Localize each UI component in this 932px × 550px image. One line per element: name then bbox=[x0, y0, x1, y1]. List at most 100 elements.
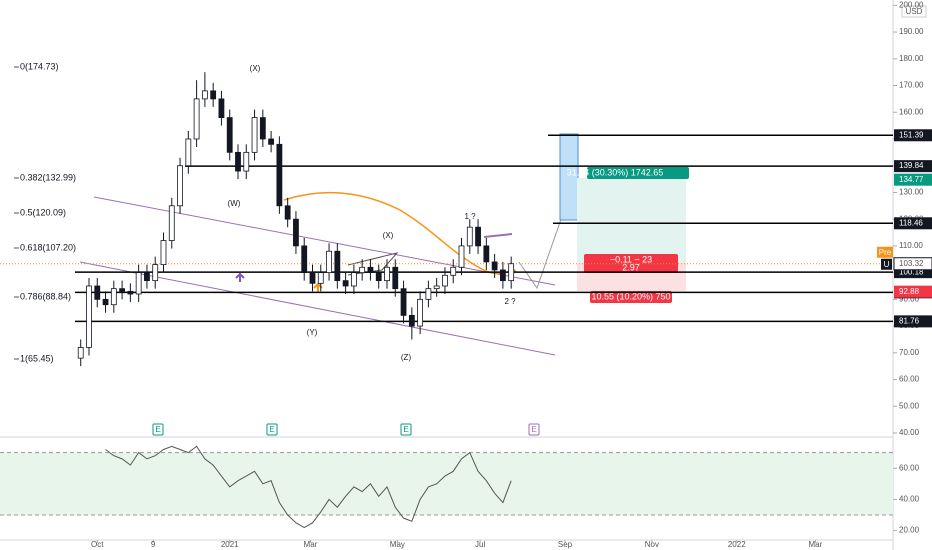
fib-label: 0(174.73) bbox=[20, 61, 59, 71]
candle-body bbox=[251, 117, 258, 153]
y-tick-label: 130.00 bbox=[899, 188, 924, 197]
candle-body bbox=[235, 151, 241, 172]
level-label: 151.39 bbox=[899, 130, 924, 139]
candle-body bbox=[110, 288, 117, 306]
x-tick-label: 2022 bbox=[728, 540, 746, 549]
level-label: 118.46 bbox=[899, 218, 923, 227]
candle-body bbox=[301, 245, 308, 274]
candle-body bbox=[334, 250, 341, 282]
y-tick-label: 90.00 bbox=[899, 294, 920, 303]
candle-body bbox=[177, 165, 183, 207]
candle-body bbox=[400, 288, 407, 316]
rsi-line bbox=[105, 445, 512, 529]
candle-body bbox=[342, 280, 349, 287]
candle-body bbox=[359, 266, 366, 274]
last-price-tag bbox=[893, 257, 932, 271]
candle-body bbox=[201, 90, 208, 100]
level-label: 139.84 bbox=[899, 161, 924, 170]
event-icon bbox=[152, 423, 164, 436]
profit-zone bbox=[577, 178, 686, 263]
event-label: E bbox=[269, 425, 274, 434]
candle-body bbox=[450, 266, 457, 276]
candle-body bbox=[408, 314, 415, 327]
y-tick-label: 110.00 bbox=[899, 241, 923, 250]
rsi-band bbox=[0, 452, 893, 516]
y-tick-label: 70.00 bbox=[899, 348, 920, 357]
price-tag-label: 92.88 bbox=[899, 287, 920, 296]
candle-body bbox=[425, 288, 432, 300]
candle-body bbox=[119, 288, 126, 292]
candle-body bbox=[210, 90, 217, 100]
candle-body bbox=[350, 272, 357, 287]
fib-label: 0.5(120.09) bbox=[20, 207, 66, 217]
candle-body bbox=[367, 266, 374, 274]
wave-label: (Y) bbox=[307, 328, 318, 337]
unit-badge-bg bbox=[881, 258, 892, 270]
candle-body bbox=[392, 266, 399, 290]
candle-body bbox=[86, 285, 92, 348]
y-tick-label: 160.00 bbox=[899, 107, 924, 116]
entry-sub-label: 2.97 bbox=[622, 262, 640, 272]
unit-badge: U bbox=[884, 260, 890, 269]
wave-label: 2 ? bbox=[504, 297, 516, 306]
arrow-icon bbox=[235, 272, 245, 282]
candle-body bbox=[168, 205, 175, 241]
price-tag bbox=[894, 285, 932, 298]
moving-average bbox=[283, 191, 507, 275]
target-label: 31.34 (30.30%) 1742.65 bbox=[567, 167, 664, 177]
candle-body bbox=[433, 285, 440, 290]
stop-label: 10.55 (10.20%) 750 bbox=[591, 291, 670, 301]
fib-label: 0.786(88.84) bbox=[20, 291, 71, 301]
level-label: 100.18 bbox=[899, 267, 924, 276]
y-tick-label: 60.00 bbox=[899, 375, 920, 384]
price-tag-label: 134.77 bbox=[899, 175, 924, 184]
x-tick-label: May bbox=[390, 540, 405, 549]
y-tick-label: 170.00 bbox=[899, 81, 924, 90]
x-tick-label: Mar bbox=[304, 540, 318, 549]
wave-label: (X) bbox=[250, 64, 261, 73]
trend-line bbox=[483, 233, 513, 238]
x-tick-label: 9 bbox=[151, 540, 156, 549]
rsi-tick-label: 60.00 bbox=[899, 463, 920, 472]
price-tag bbox=[894, 173, 932, 186]
candle-body bbox=[417, 298, 424, 327]
event-label: E bbox=[531, 425, 536, 434]
candle-body bbox=[77, 347, 84, 359]
measure-box bbox=[559, 133, 579, 221]
y-tick-label: 40.00 bbox=[899, 428, 920, 437]
level-tag bbox=[894, 160, 932, 173]
candle-body bbox=[135, 272, 142, 295]
currency: USD bbox=[906, 7, 923, 16]
drawings bbox=[0, 0, 894, 550]
channel-line bbox=[79, 261, 556, 356]
fib-label: 0.618(107.20) bbox=[20, 242, 76, 252]
candle-body bbox=[144, 272, 150, 282]
candle-body bbox=[442, 274, 448, 287]
level-tag bbox=[894, 217, 932, 230]
candle-body bbox=[309, 272, 316, 284]
event-icon bbox=[528, 423, 540, 436]
x-tick-label: Sep bbox=[558, 540, 573, 549]
x-tick-label: 2021 bbox=[221, 540, 239, 549]
currency-box bbox=[901, 5, 927, 18]
candle-body bbox=[475, 226, 481, 247]
event-icon bbox=[266, 423, 278, 436]
candle-body bbox=[466, 226, 473, 247]
candle-body bbox=[499, 269, 506, 282]
candle-body bbox=[259, 117, 266, 140]
session-tag bbox=[877, 246, 893, 258]
candle-body bbox=[193, 98, 200, 140]
event-label: E bbox=[155, 425, 160, 434]
candle-body bbox=[317, 272, 324, 284]
candle-body bbox=[491, 261, 498, 271]
label-bg bbox=[587, 167, 689, 179]
candle-body bbox=[160, 240, 167, 266]
event-label: E bbox=[403, 425, 408, 434]
x-tick-label: Oct bbox=[91, 540, 104, 549]
wave-label: (W) bbox=[228, 199, 241, 208]
candle-body bbox=[185, 138, 192, 167]
wave-label: 1 ? bbox=[464, 212, 476, 221]
candle-body bbox=[102, 298, 109, 306]
candle-body bbox=[384, 266, 390, 282]
candle-body bbox=[94, 285, 101, 300]
